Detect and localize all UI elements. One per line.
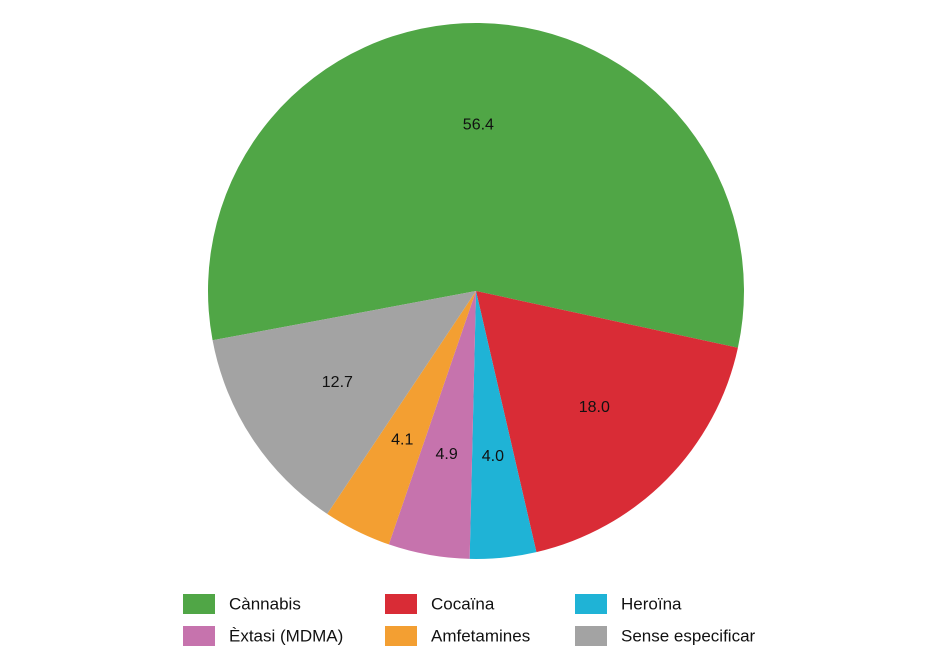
legend-swatch-amfetamines (385, 626, 417, 646)
legend-swatch-cocaina (385, 594, 417, 614)
pie-slices (207, 22, 745, 559)
legend-item-heroina: Heroïna (575, 594, 682, 614)
slice-value-label-cannabis: 56.4 (463, 116, 494, 133)
legend-label-extasi-mdma: Èxtasi (MDMA) (229, 627, 343, 646)
pie-value-labels: 56.4 18.0 4.0 4.9 4.1 12.7 (322, 116, 610, 464)
legend-swatch-extasi-mdma (183, 626, 215, 646)
legend-item-extasi-mdma: Èxtasi (MDMA) (183, 626, 343, 646)
slice-value-label-cocaina: 18.0 (579, 399, 610, 416)
pie-slice-sense-especificar (212, 291, 476, 514)
legend-label-cannabis: Cànnabis (229, 595, 301, 614)
legend-swatch-cannabis (183, 594, 215, 614)
slice-value-label-amfetamines: 4.1 (391, 431, 413, 448)
legend-swatch-sense-especificar (575, 626, 607, 646)
pie-slice-extasi-mdma (388, 291, 476, 559)
legend-label-amfetamines: Amfetamines (431, 627, 530, 646)
slice-value-label-sense-especificar: 12.7 (322, 374, 353, 391)
legend-item-cannabis: Cànnabis (183, 594, 301, 614)
legend-swatch-heroina (575, 594, 607, 614)
legend-label-cocaina: Cocaïna (431, 595, 495, 614)
pie-slice-heroina (469, 291, 537, 559)
legend-label-sense-especificar: Sense especificar (621, 627, 756, 646)
legend: Cànnabis Cocaïna Heroïna Èxtasi (MDMA) Amfet… (183, 594, 756, 646)
legend-item-cocaina: Cocaïna (385, 594, 495, 614)
pie-slice-amfetamines (327, 291, 476, 545)
legend-item-amfetamines: Amfetamines (385, 626, 530, 646)
legend-item-sense-especificar: Sense especificar (575, 626, 756, 646)
legend-label-heroina: Heroïna (621, 595, 682, 614)
slice-value-label-heroina: 4.0 (482, 448, 504, 465)
pie-slice-cannabis (207, 22, 745, 348)
pie-slice-cocaina (476, 291, 738, 553)
slice-value-label-extasi-mdma: 4.9 (436, 446, 458, 463)
